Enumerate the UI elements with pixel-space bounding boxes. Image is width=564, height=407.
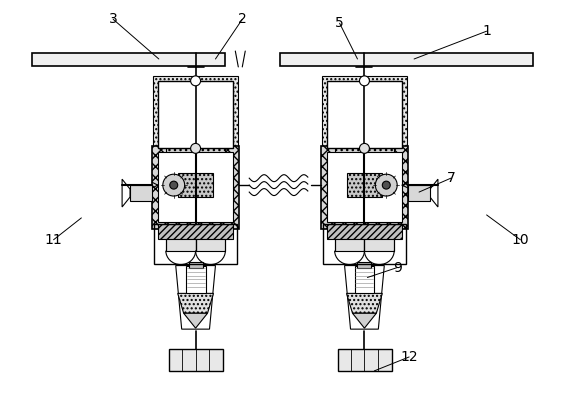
Bar bbox=[355, 266, 374, 293]
Circle shape bbox=[191, 76, 201, 86]
Bar bbox=[196, 239, 226, 251]
Text: 1: 1 bbox=[482, 24, 491, 38]
Bar bbox=[327, 81, 402, 149]
Bar bbox=[321, 76, 407, 153]
Bar bbox=[346, 173, 382, 197]
Bar bbox=[32, 53, 226, 66]
Bar bbox=[166, 147, 226, 168]
Text: 3: 3 bbox=[109, 12, 117, 26]
Text: 5: 5 bbox=[335, 16, 344, 30]
Bar bbox=[323, 224, 406, 264]
Circle shape bbox=[376, 174, 397, 196]
Bar bbox=[327, 224, 402, 239]
Bar bbox=[186, 266, 205, 293]
Circle shape bbox=[170, 181, 178, 189]
Bar bbox=[334, 147, 394, 168]
Text: 12: 12 bbox=[400, 350, 418, 364]
Bar bbox=[408, 185, 430, 201]
Polygon shape bbox=[346, 293, 382, 313]
Polygon shape bbox=[352, 313, 376, 328]
Text: 11: 11 bbox=[45, 233, 63, 247]
Bar bbox=[153, 76, 239, 153]
Polygon shape bbox=[430, 179, 438, 207]
Bar bbox=[154, 224, 237, 264]
Bar bbox=[327, 152, 402, 222]
Bar bbox=[338, 349, 392, 371]
Circle shape bbox=[191, 143, 201, 153]
Circle shape bbox=[382, 181, 390, 189]
Bar bbox=[166, 239, 196, 251]
Text: 7: 7 bbox=[447, 171, 455, 185]
Bar bbox=[178, 173, 213, 197]
Polygon shape bbox=[178, 293, 213, 313]
Bar bbox=[321, 147, 408, 229]
Text: 2: 2 bbox=[238, 12, 246, 26]
Circle shape bbox=[359, 76, 369, 86]
Bar bbox=[158, 81, 233, 149]
Bar bbox=[158, 152, 233, 222]
Circle shape bbox=[359, 143, 369, 153]
Bar bbox=[158, 224, 233, 239]
Text: 9: 9 bbox=[393, 260, 402, 275]
Circle shape bbox=[163, 174, 184, 196]
Polygon shape bbox=[184, 313, 208, 328]
Bar bbox=[169, 349, 223, 371]
Bar bbox=[188, 262, 202, 267]
Bar bbox=[364, 239, 394, 251]
Bar bbox=[334, 239, 364, 251]
Text: 10: 10 bbox=[512, 233, 529, 247]
Polygon shape bbox=[122, 179, 130, 207]
Bar bbox=[130, 185, 152, 201]
Bar bbox=[358, 262, 371, 267]
Bar bbox=[152, 147, 239, 229]
Bar bbox=[280, 53, 534, 66]
